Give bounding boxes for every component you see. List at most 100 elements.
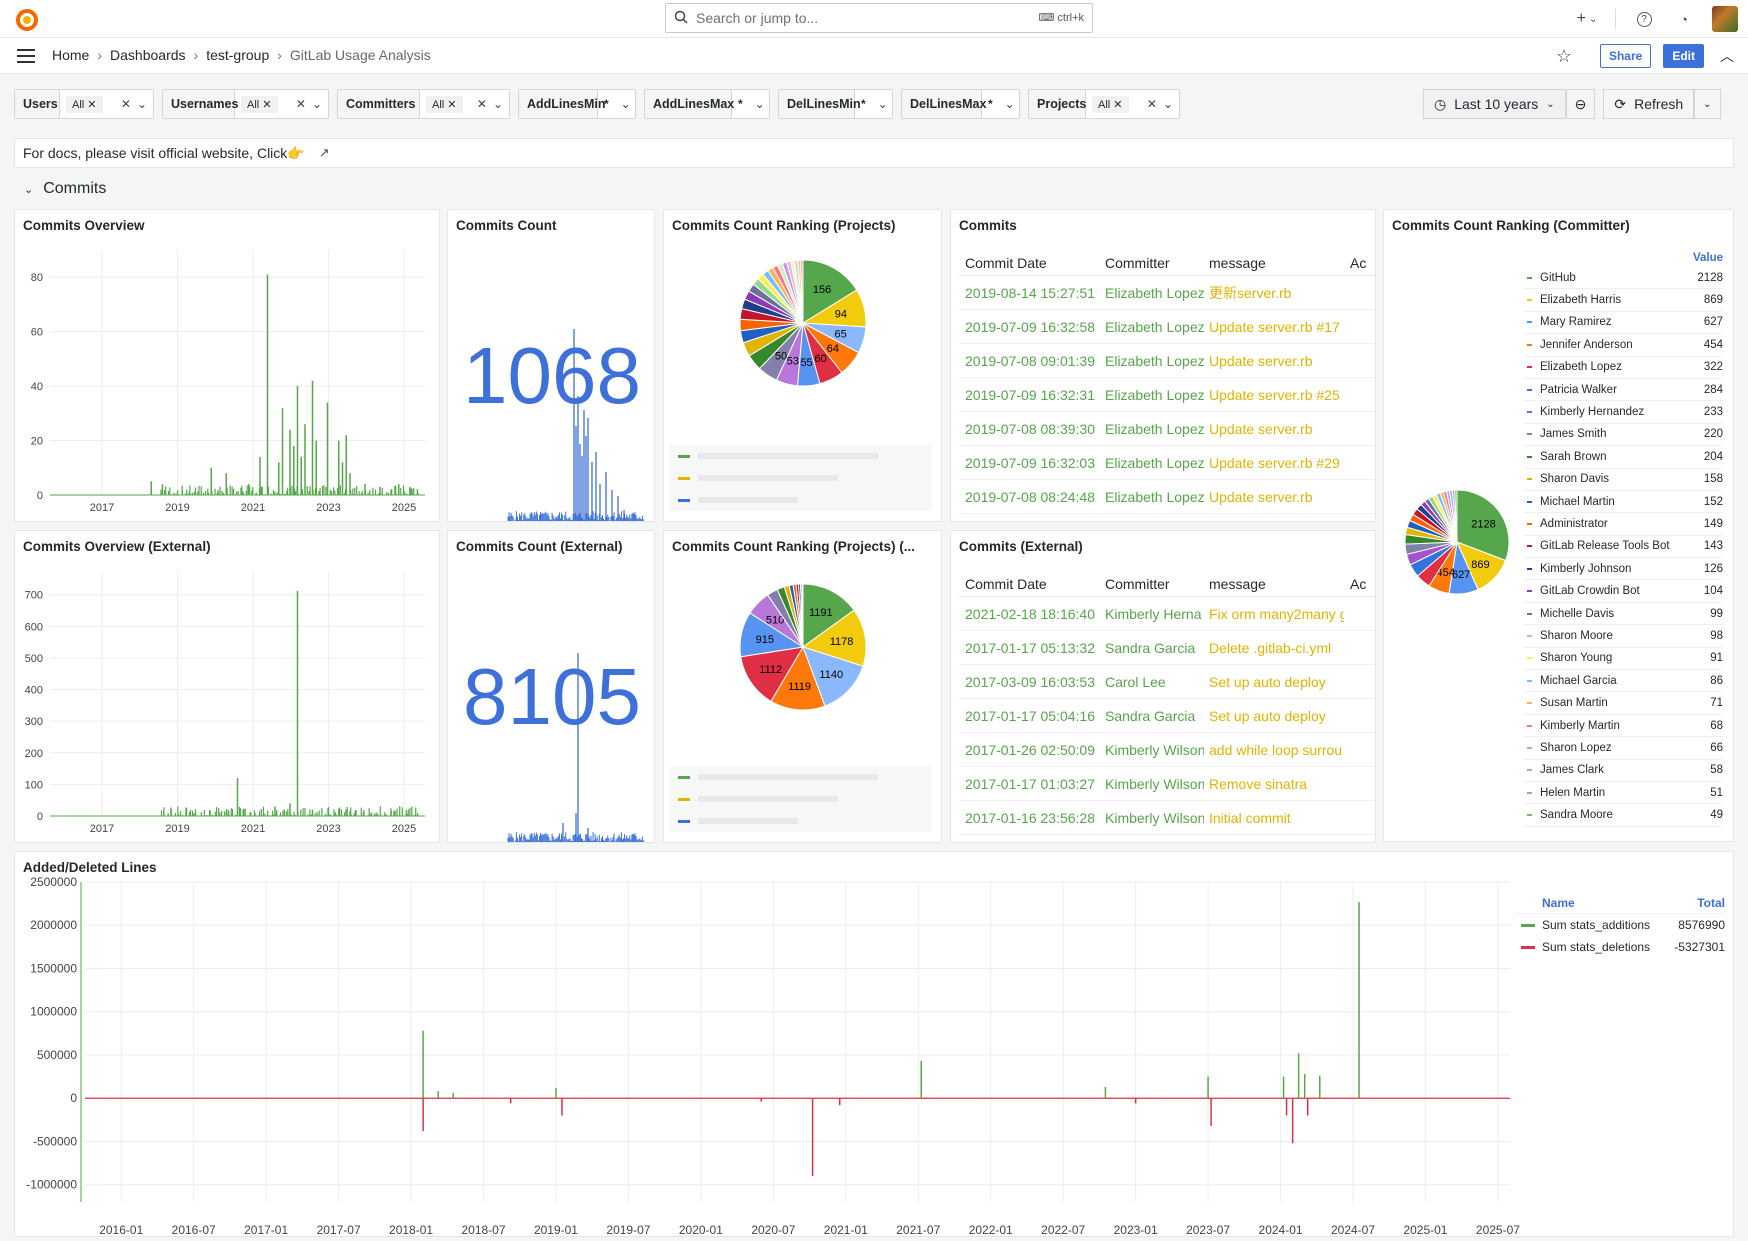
table-cell[interactable]: Set up auto deploy <box>1209 673 1326 690</box>
edit-button[interactable]: Edit <box>1663 44 1704 68</box>
legend-item[interactable]: Sharon Young 91 <box>1524 648 1723 671</box>
share-button[interactable]: Share <box>1599 44 1652 68</box>
filter-chip[interactable]: All ✕ <box>241 95 278 113</box>
legend-item[interactable]: Michael Martin 152 <box>1524 491 1723 514</box>
star-icon[interactable]: ☆ <box>1555 45 1572 66</box>
filter-value[interactable]: * ⌄ <box>855 90 892 118</box>
column-header[interactable]: message <box>1209 254 1266 271</box>
legend-item[interactable]: GitHub 2128 <box>1524 267 1723 290</box>
legend-item[interactable]: Sharon Lopez 66 <box>1524 737 1723 760</box>
legend-header-value[interactable]: Value <box>1692 252 1723 264</box>
filter-value[interactable]: All ✕ ✕ ⌄ <box>60 90 153 118</box>
table-cell[interactable]: Update server.rb <box>1209 420 1313 437</box>
row-header-commits[interactable]: ⌄ Commits <box>24 180 106 198</box>
table-cell[interactable]: add while loop surrou <box>1209 741 1343 758</box>
table-cell[interactable]: Update server.rb <box>1209 352 1313 369</box>
table-cell[interactable]: Initial commit <box>1209 809 1291 826</box>
table-cell[interactable]: Update server.rb #17 <box>1209 318 1340 335</box>
filter-value[interactable]: * ⌄ <box>982 90 1019 118</box>
filter-projects[interactable]: Projects All ✕ ✕ ⌄ <box>1028 89 1180 119</box>
table-cell[interactable]: Fix orm many2many g <box>1209 605 1344 622</box>
column-header[interactable]: Committer <box>1105 254 1170 271</box>
filter-value[interactable]: All ✕ ✕ ⌄ <box>420 90 509 118</box>
legend-item[interactable]: Sharon Davis 158 <box>1524 469 1723 491</box>
table-row: 2019-07-08 08:39:30 Elizabeth Lopez Update… <box>959 412 1375 446</box>
legend-item[interactable]: Kimberly Johnson 126 <box>1524 558 1723 581</box>
filter-dellinesmax[interactable]: DelLinesMax * ⌄ <box>901 89 1020 119</box>
column-header[interactable]: Commit Date <box>965 254 1047 271</box>
filter-committers[interactable]: Committers All ✕ ✕ ⌄ <box>337 89 510 119</box>
column-header[interactable]: Ac <box>1350 575 1367 592</box>
time-range-picker[interactable]: ◷ Last 10 years ⌄ <box>1423 89 1566 119</box>
legend-item[interactable]: James Smith 220 <box>1524 424 1723 447</box>
filter-value[interactable]: All ✕ ✕ ⌄ <box>235 90 328 118</box>
legend-item[interactable]: Michelle Davis 99 <box>1524 603 1723 626</box>
table-cell[interactable]: 更新server.rb <box>1209 284 1292 301</box>
column-header[interactable]: Commit Date <box>965 575 1047 592</box>
zoom-out-button[interactable]: ⊖ <box>1565 89 1596 119</box>
chevron-up-icon[interactable]: ︿ <box>1720 48 1734 64</box>
legend-item[interactable]: Administrator 149 <box>1524 513 1723 536</box>
legend-item[interactable]: Elizabeth Lopez 322 <box>1524 357 1723 379</box>
external-link-icon[interactable]: ↗ <box>318 145 330 160</box>
breadcrumb-folder[interactable]: test-group <box>206 47 270 63</box>
table-cell[interactable]: Update server.rb #25 <box>1209 386 1340 403</box>
filter-addlinesmax[interactable]: AddLinesMax * ⌄ <box>644 89 770 119</box>
legend-item[interactable]: Sum stats_deletions -5327301 <box>1515 936 1725 958</box>
filter-dellinesmin[interactable]: DelLinesMin * ⌄ <box>778 89 893 119</box>
add-new-button[interactable]: + ⌄ <box>1575 7 1599 31</box>
filter-label: DelLinesMin <box>779 90 861 118</box>
filter-chip[interactable]: All ✕ <box>426 95 463 113</box>
breadcrumb-dashboards[interactable]: Dashboards <box>110 47 186 63</box>
slice-label: 53 <box>787 356 799 368</box>
column-header[interactable]: message <box>1209 575 1266 592</box>
filter-value[interactable]: * ⌄ <box>732 90 769 118</box>
legend-item[interactable]: Kimberly Martin 68 <box>1524 715 1723 738</box>
legend-header-total[interactable]: Total <box>1697 895 1725 910</box>
clear-icon[interactable]: ✕ <box>295 97 306 111</box>
news-button[interactable]: ◔ <box>1672 7 1696 31</box>
clear-icon[interactable]: ✕ <box>1146 97 1157 111</box>
column-header[interactable]: Ac <box>1350 254 1367 271</box>
table-cell[interactable]: Set up auto deploy <box>1209 707 1326 724</box>
legend-item[interactable]: Sarah Brown 204 <box>1524 446 1723 469</box>
legend-item[interactable]: Jennifer Anderson 454 <box>1524 334 1723 357</box>
legend-item[interactable]: Mary Ramirez 627 <box>1524 312 1723 335</box>
legend-item[interactable]: GitLab Release Tools Bot 143 <box>1524 536 1723 559</box>
legend-item[interactable]: James Clark 58 <box>1524 760 1723 782</box>
table-cell[interactable]: Update server.rb <box>1209 488 1313 505</box>
filter-users[interactable]: Users All ✕ ✕ ⌄ <box>14 89 154 119</box>
filter-value[interactable]: * ⌄ <box>598 90 635 118</box>
clear-icon[interactable]: ✕ <box>476 97 487 111</box>
filter-value[interactable]: All ✕ ✕ ⌄ <box>1086 90 1179 118</box>
legend-item[interactable]: Michael Garcia 86 <box>1524 670 1723 693</box>
table-cell[interactable]: Remove sinatra <box>1209 775 1308 792</box>
legend-item[interactable]: Sharon Moore 98 <box>1524 625 1723 648</box>
legend-item[interactable]: Patricia Walker 284 <box>1524 379 1723 402</box>
legend-header-name[interactable]: Name <box>1542 895 1575 910</box>
breadcrumb-home[interactable]: Home <box>52 47 90 63</box>
column-header[interactable]: Committer <box>1105 575 1170 592</box>
filter-usernames[interactable]: Usernames All ✕ ✕ ⌄ <box>162 89 329 119</box>
docs-link[interactable]: For docs, please visit official website,… <box>23 144 305 161</box>
search-input[interactable]: Search or jump to... ⌨ ctrl+k <box>665 3 1093 33</box>
legend-item[interactable]: Kimberly Hernandez 233 <box>1524 401 1723 424</box>
user-avatar[interactable] <box>1712 6 1738 32</box>
legend-item[interactable]: Susan Martin 71 <box>1524 692 1723 715</box>
refresh-button[interactable]: ⟳ Refresh <box>1603 89 1695 119</box>
legend-item[interactable]: Sum stats_additions 8576990 <box>1515 914 1725 936</box>
legend-item[interactable]: Elizabeth Harris 869 <box>1524 289 1723 312</box>
grafana-logo-icon[interactable] <box>14 7 40 33</box>
filter-chip[interactable]: All ✕ <box>1092 95 1129 113</box>
legend-item[interactable]: Helen Martin 51 <box>1524 782 1723 805</box>
table-cell[interactable]: Update server.rb #29 <box>1209 454 1340 471</box>
legend-item[interactable]: GitLab Crowdin Bot 104 <box>1524 580 1723 603</box>
filter-chip[interactable]: All ✕ <box>66 95 103 113</box>
help-button[interactable]: ? <box>1632 7 1656 31</box>
table-cell[interactable]: Delete .gitlab-ci.yml <box>1209 639 1332 656</box>
clear-icon[interactable]: ✕ <box>120 97 131 111</box>
filter-addlinesmin[interactable]: AddLinesMin * ⌄ <box>518 89 636 119</box>
menu-icon[interactable] <box>16 48 36 64</box>
legend-item[interactable]: Sandra Moore 49 <box>1524 804 1723 827</box>
refresh-interval-dropdown[interactable]: ⌄ <box>1694 89 1721 119</box>
